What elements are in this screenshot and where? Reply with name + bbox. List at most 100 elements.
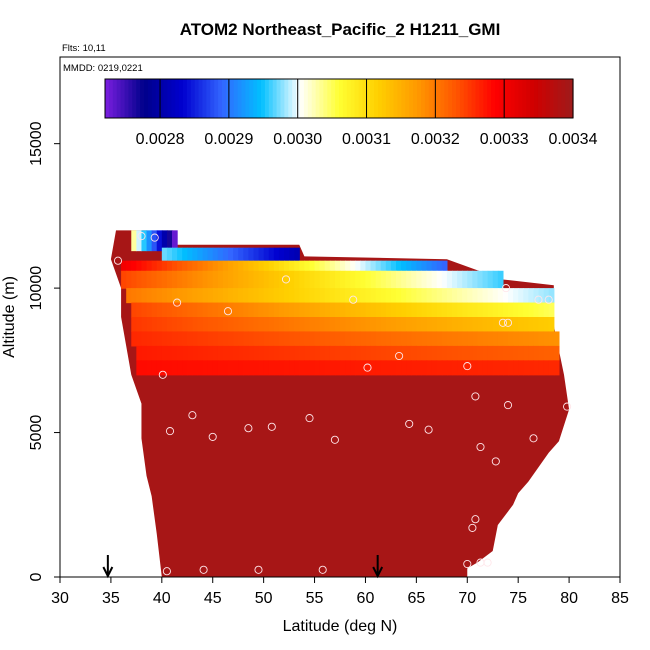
arrow-head	[102, 566, 114, 579]
colorbar-cell	[206, 79, 211, 118]
heatmap-cell	[324, 288, 331, 304]
heatmap-cell	[172, 288, 178, 304]
colorbar-cell	[479, 79, 484, 118]
heatmap-cell	[238, 345, 244, 361]
colorbar-cell	[537, 79, 543, 118]
heatmap-cell	[446, 270, 453, 289]
heatmap-cell	[390, 317, 397, 333]
heatmap-cell	[156, 360, 163, 376]
heatmap-cell	[436, 302, 443, 318]
heatmap-cell	[441, 331, 448, 347]
heatmap-cell	[289, 345, 295, 361]
heatmap-cell	[487, 270, 494, 289]
heatmap-cell	[146, 317, 153, 333]
colorbar-cell	[350, 79, 356, 118]
heatmap-cell	[416, 360, 423, 376]
heatmap-cell	[294, 345, 300, 361]
heatmap-cell	[441, 360, 448, 376]
heatmap-cell	[441, 288, 448, 304]
colorbar-cell	[405, 79, 410, 118]
heatmap-cell	[350, 331, 356, 347]
heatmap-cell	[136, 260, 143, 272]
observation-point	[199, 565, 208, 574]
heatmap-cell	[304, 260, 311, 272]
colorbar-tick-label: 0.0028	[136, 131, 185, 148]
heatmap-cell	[146, 302, 153, 318]
heatmap-cell	[161, 360, 168, 376]
heatmap-cell	[238, 302, 244, 318]
heatmap-cell	[278, 345, 285, 361]
heatmap-cell	[396, 345, 402, 361]
heatmap-cell	[538, 331, 545, 347]
colorbar-cell	[534, 79, 539, 118]
heatmap-cell	[233, 270, 239, 289]
heatmap-cell	[436, 260, 443, 272]
heatmap-cell	[207, 345, 214, 361]
y-axis: 0 5000 10000 15000	[28, 121, 60, 581]
heatmap-cell	[533, 317, 540, 333]
heatmap-cell	[467, 288, 473, 304]
heatmap-cell	[314, 331, 321, 347]
heatmap-cell	[446, 345, 453, 361]
heatmap-cell	[365, 360, 372, 376]
x-tick-label: 35	[102, 590, 120, 607]
colorbar-cell	[483, 79, 488, 118]
colorbar-cell	[467, 79, 473, 118]
heatmap-cell	[314, 317, 321, 333]
heatmap-cell	[329, 331, 336, 347]
heatmap-cell	[477, 360, 484, 376]
heatmap-cell	[233, 345, 239, 361]
heatmap-cell	[406, 331, 412, 347]
heatmap-cell	[238, 360, 244, 376]
heatmap-cell	[482, 317, 489, 333]
heatmap-cell	[197, 331, 204, 347]
observation-point	[463, 362, 472, 371]
heatmap-cell	[212, 317, 219, 333]
y-tick-label: 5000	[28, 415, 45, 451]
colorbar-cell	[569, 79, 574, 118]
heatmap-cell	[172, 260, 178, 272]
heatmap-cell	[141, 260, 148, 272]
heatmap-cell	[141, 360, 148, 376]
colorbar-cell	[475, 79, 480, 118]
heatmap-cell	[172, 247, 178, 262]
observation-point	[483, 558, 492, 567]
heatmap-cell	[222, 302, 229, 318]
heatmap-cell	[192, 345, 199, 361]
heatmap-cell	[502, 360, 509, 376]
heatmap-cell	[487, 360, 494, 376]
heatmap-cell	[340, 270, 346, 289]
heatmap-cell	[161, 331, 168, 347]
heatmap-cell	[182, 317, 188, 333]
observation-point	[534, 295, 543, 304]
heatmap-cell	[289, 288, 295, 304]
heatmap-cell	[401, 360, 407, 376]
colorbar-tick-label: 0.0030	[273, 131, 322, 148]
heatmap-cell	[406, 260, 412, 272]
heatmap-cell	[304, 288, 311, 304]
heatmap-cell	[492, 270, 499, 289]
observation-point	[137, 232, 146, 241]
heatmap-cell	[263, 302, 270, 318]
colorbar-cell	[417, 79, 422, 118]
heatmap-cell	[248, 302, 255, 318]
observation-point	[529, 434, 538, 443]
colorbar-cell	[428, 79, 434, 118]
colorbar-cell	[459, 79, 465, 118]
heatmap-cell	[390, 331, 397, 347]
heatmap-cell	[156, 230, 163, 252]
heatmap-cell	[345, 288, 351, 304]
heatmap-cell	[263, 288, 270, 304]
heatmap-cell	[146, 331, 153, 347]
heatmap-cell	[421, 331, 428, 347]
heatmap-cell	[304, 317, 311, 333]
heatmap-cell	[304, 302, 311, 318]
heatmap-cell	[334, 260, 341, 272]
heatmap-cell	[136, 230, 143, 252]
colorbar-cell	[389, 79, 395, 118]
heatmap-cell	[548, 302, 555, 318]
heatmap-cell	[446, 302, 453, 318]
heatmap-cell	[243, 302, 249, 318]
heatmap-cell	[243, 360, 249, 376]
heatmap-cell	[182, 270, 188, 289]
